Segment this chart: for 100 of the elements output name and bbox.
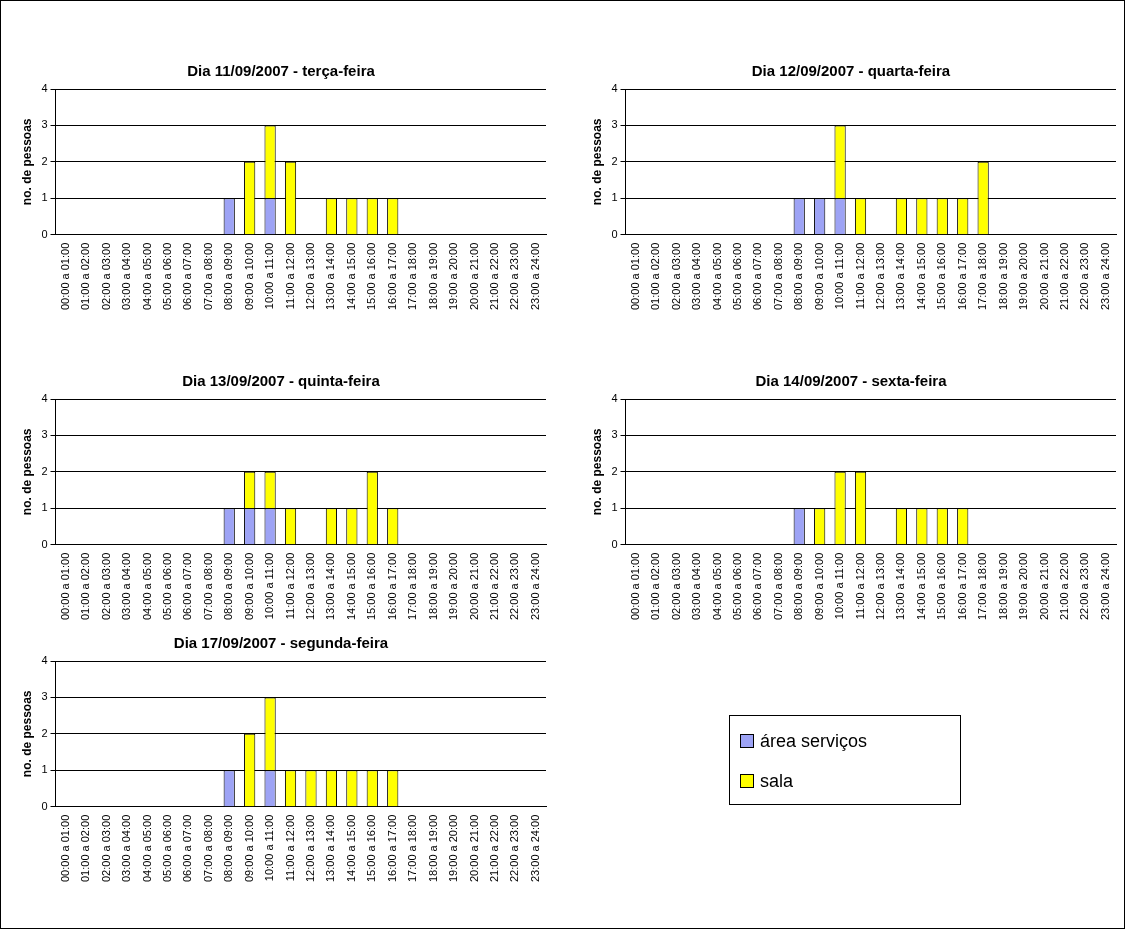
x-tick-label: 08:00 a 09:00: [792, 552, 805, 621]
x-tick-label: 17:00 a 18:00: [406, 552, 419, 621]
x-tick-label: 10:00 a 11:00: [833, 242, 846, 310]
x-tick-label: 02:00 a 03:00: [669, 242, 682, 311]
y-axis-title: no. de pessoas: [19, 428, 34, 516]
y-tick-label: 4: [41, 82, 48, 95]
x-tick-label: 14:00 a 15:00: [344, 814, 357, 883]
y-tick-label: 0: [611, 227, 618, 240]
x-tick-label: 16:00 a 17:00: [385, 814, 398, 883]
y-axis-title: no. de pessoas: [589, 428, 604, 516]
x-tick-label: 08:00 a 09:00: [792, 242, 805, 311]
x-tick-label: 07:00 a 08:00: [201, 814, 214, 883]
x-tick-label: 00:00 a 01:00: [58, 242, 71, 311]
x-tick-label: 05:00 a 06:00: [160, 242, 173, 311]
x-tick-label: 09:00 a 10:00: [812, 242, 825, 311]
y-tick-label: 0: [41, 227, 48, 240]
y-tick-label: 2: [611, 464, 618, 477]
x-tick-label: 08:00 a 09:00: [222, 814, 235, 883]
x-tick-label: 19:00 a 20:00: [447, 552, 460, 621]
x-tick-label: 18:00 a 19:00: [996, 242, 1009, 311]
x-tick-label: 08:00 a 09:00: [222, 552, 235, 621]
x-tick-label: 08:00 a 09:00: [222, 242, 235, 311]
x-tick-label: 17:00 a 18:00: [976, 242, 989, 311]
x-tick-label: 21:00 a 22:00: [487, 552, 500, 621]
x-tick-label: 06:00 a 07:00: [751, 242, 764, 311]
y-axis-title: no. de pessoas: [589, 118, 604, 206]
x-tick-label: 07:00 a 08:00: [201, 242, 214, 311]
x-tick-label: 04:00 a 05:00: [140, 552, 153, 621]
y-tick-label: 3: [41, 690, 48, 703]
x-tick-label: 05:00 a 06:00: [730, 242, 743, 311]
x-tick-label: 03:00 a 04:00: [690, 242, 703, 311]
x-tick-label: 14:00 a 15:00: [914, 242, 927, 311]
y-tick-label: 2: [611, 154, 618, 167]
x-tick-label: 10:00 a 11:00: [833, 552, 846, 620]
chart-title: Dia 11/09/2007 - terça-feira: [187, 62, 376, 80]
x-tick-label: 05:00 a 06:00: [160, 552, 173, 621]
x-tick-label: 19:00 a 20:00: [1017, 552, 1030, 621]
x-tick-label: 01:00 a 02:00: [79, 814, 92, 883]
x-tick-label: 21:00 a 22:00: [487, 814, 500, 883]
x-tick-label: 23:00 a 24:00: [1098, 552, 1111, 621]
x-tick-label: 16:00 a 17:00: [385, 242, 398, 311]
x-tick-label: 12:00 a 13:00: [304, 814, 317, 883]
x-tick-label: 11:00 a 12:00: [283, 814, 296, 882]
x-tick-label: 18:00 a 19:00: [426, 552, 439, 621]
x-tick-label: 13:00 a 14:00: [894, 552, 907, 621]
x-tick-label: 11:00 a 12:00: [853, 552, 866, 620]
x-tick-label: 02:00 a 03:00: [99, 242, 112, 311]
x-tick-label: 04:00 a 05:00: [710, 242, 723, 311]
x-tick-label: 10:00 a 11:00: [263, 814, 276, 882]
x-tick-label: 00:00 a 01:00: [628, 552, 641, 621]
x-tick-label: 20:00 a 21:00: [467, 552, 480, 621]
x-tick-label: 13:00 a 14:00: [324, 242, 337, 311]
x-tick-label: 18:00 a 19:00: [996, 552, 1009, 621]
y-tick-label: 2: [41, 726, 48, 739]
x-tick-label: 01:00 a 02:00: [79, 552, 92, 621]
chart-title: Dia 13/09/2007 - quinta-feira: [182, 372, 381, 390]
x-tick-label: 11:00 a 12:00: [283, 552, 296, 620]
x-tick-label: 19:00 a 20:00: [1017, 242, 1030, 311]
x-tick-label: 14:00 a 15:00: [914, 552, 927, 621]
x-tick-label: 04:00 a 05:00: [710, 552, 723, 621]
x-tick-label: 13:00 a 14:00: [324, 552, 337, 621]
x-tick-label: 04:00 a 05:00: [140, 242, 153, 311]
x-tick-label: 07:00 a 08:00: [771, 242, 784, 311]
y-tick-label: 3: [611, 118, 618, 131]
x-tick-label: 09:00 a 10:00: [242, 552, 255, 621]
legend-label: sala: [760, 770, 794, 792]
y-tick-label: 2: [41, 464, 48, 477]
x-tick-label: 21:00 a 22:00: [1057, 242, 1070, 311]
legend-label: área serviços: [760, 730, 868, 752]
x-tick-label: 12:00 a 13:00: [304, 552, 317, 621]
x-tick-label: 20:00 a 21:00: [467, 242, 480, 311]
x-tick-label: 19:00 a 20:00: [447, 814, 460, 883]
x-tick-label: 09:00 a 10:00: [242, 242, 255, 311]
y-tick-label: 0: [41, 799, 48, 812]
x-tick-label: 04:00 a 05:00: [140, 814, 153, 883]
x-tick-label: 15:00 a 16:00: [365, 814, 378, 883]
y-tick-label: 1: [611, 501, 618, 514]
x-tick-label: 20:00 a 21:00: [1037, 242, 1050, 311]
x-tick-label: 15:00 a 16:00: [365, 242, 378, 311]
y-tick-label: 0: [611, 537, 618, 550]
y-tick-label: 1: [41, 501, 48, 514]
x-tick-label: 22:00 a 23:00: [508, 242, 521, 311]
x-tick-label: 06:00 a 07:00: [181, 814, 194, 883]
x-tick-label: 21:00 a 22:00: [487, 242, 500, 311]
x-tick-label: 17:00 a 18:00: [406, 242, 419, 311]
x-tick-label: 23:00 a 24:00: [528, 242, 541, 311]
y-axis-title: no. de pessoas: [19, 690, 34, 778]
x-tick-label: 20:00 a 21:00: [1037, 552, 1050, 621]
y-tick-label: 3: [41, 118, 48, 131]
x-tick-label: 03:00 a 04:00: [690, 552, 703, 621]
chart-title: Dia 12/09/2007 - quarta-feira: [751, 62, 951, 80]
y-tick-label: 1: [41, 763, 48, 776]
x-tick-label: 12:00 a 13:00: [874, 552, 887, 621]
x-tick-label: 22:00 a 23:00: [508, 552, 521, 621]
x-tick-label: 15:00 a 16:00: [935, 242, 948, 311]
x-tick-label: 02:00 a 03:00: [99, 552, 112, 621]
x-tick-label: 09:00 a 10:00: [812, 552, 825, 621]
x-tick-label: 11:00 a 12:00: [853, 242, 866, 310]
y-tick-label: 0: [41, 537, 48, 550]
x-tick-label: 10:00 a 11:00: [263, 552, 276, 620]
